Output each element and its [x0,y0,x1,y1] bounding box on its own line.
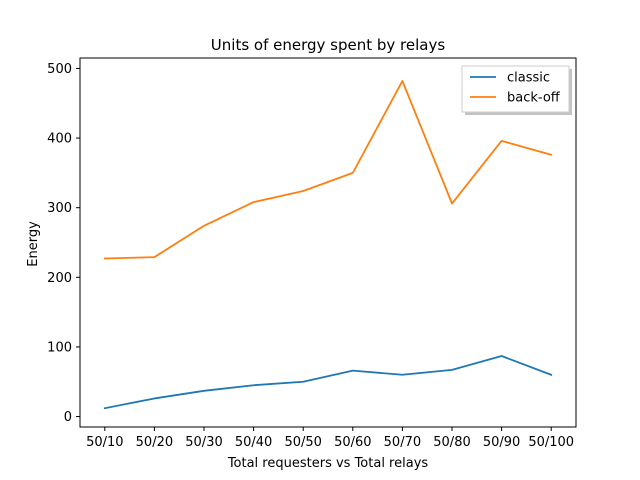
y-axis-label: Energy [26,221,41,267]
y-tick-label: 200 [47,271,72,286]
x-tick-label: 50/60 [334,435,371,450]
legend-label-classic: classic [507,71,550,86]
legend-label-back-off: back-off [507,91,561,106]
x-tick-label: 50/40 [235,435,272,450]
series-line-classic [103,355,553,410]
plot-area: 0 100 200 300 400 500 50/10 50/20 50/30 50/40 50/5… [47,57,577,450]
x-tick-label: 50/30 [185,435,222,450]
x-axis-label: Total requesters vs Total relays [227,456,429,471]
series-line-back-off [103,80,553,260]
y-tick-label: 400 [47,132,72,147]
x-tick-label: 50/100 [528,435,574,450]
legend-box [461,65,570,113]
x-tick-label: 50/10 [86,435,123,450]
x-tick-label: 50/20 [136,435,173,450]
y-tick-label: 0 [64,410,72,425]
chart-title: Units of energy spent by relays [211,36,446,54]
plot-frame [79,57,577,428]
x-tick-label: 50/70 [384,435,421,450]
y-tick-label: 100 [47,340,72,355]
x-tick-label: 50/50 [284,435,321,450]
legend: classic back-off [461,65,572,115]
x-tick-label: 50/80 [433,435,470,450]
x-tick-label: 50/90 [483,435,520,450]
y-tick-label: 300 [47,201,72,216]
y-tick-label: 500 [47,62,72,77]
